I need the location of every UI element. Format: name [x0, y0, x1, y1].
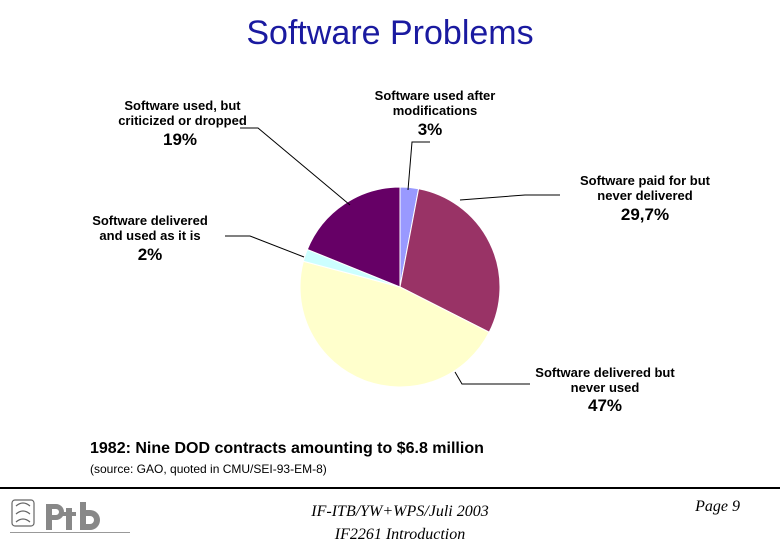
- pct-never-used: 47%: [587, 396, 623, 415]
- slice-never-used: [299, 260, 490, 388]
- label-after-mod-line1: Software used after: [374, 88, 496, 103]
- page-title: Software Problems: [246, 14, 534, 52]
- caption-year: 1982:: [90, 440, 131, 457]
- leader-as-is: [225, 235, 305, 258]
- label-paid-line1: Software paid for but: [580, 173, 710, 188]
- label-as-is-line1: Software delivered: [92, 213, 208, 228]
- label-never-used: Software delivered but never used: [520, 365, 690, 395]
- slice-criticized: [306, 186, 401, 288]
- pct-as-is: 2%: [137, 245, 163, 264]
- caption-source: (source: GAO, quoted in CMU/SEI-93-EM-8): [90, 462, 327, 476]
- slice-paid-not-delivered: [399, 188, 501, 333]
- footer-line2: IF2261 Introduction: [334, 526, 466, 543]
- label-after-mod-line2: modifications: [392, 103, 478, 118]
- label-criticized: Software used, but criticized or dropped: [100, 98, 265, 128]
- label-never-used-line1: Software delivered but: [535, 365, 675, 380]
- leader-criticized: [240, 127, 351, 206]
- footer-line1: IF-ITB/YW+WPS/Juli 2003: [311, 503, 489, 520]
- page-number: Page 9: [695, 498, 740, 515]
- caption: 1982: Nine DOD contracts amounting to $6…: [90, 440, 484, 458]
- pie-chart: [225, 127, 560, 388]
- leader-never-used: [454, 371, 530, 385]
- caption-text: Nine DOD contracts amounting to $6.8 mil…: [135, 440, 484, 457]
- label-after-modifications: Software used after modifications: [355, 88, 515, 118]
- label-as-is: Software delivered and used as it is: [80, 213, 220, 243]
- leader-paid-not-delivered: [459, 194, 560, 201]
- label-paid-not-delivered: Software paid for but never delivered: [565, 173, 725, 203]
- pct-criticized: 19%: [162, 130, 198, 149]
- leader-after-modifications: [407, 141, 430, 191]
- itb-logo-icon: [10, 499, 130, 533]
- footer-course-info: IF-ITB/YW+WPS/Juli 2003 IF2261 Introduct…: [300, 500, 500, 546]
- label-criticized-line2: criticized or dropped: [118, 113, 247, 128]
- label-never-used-line2: never used: [570, 380, 640, 395]
- label-as-is-line2: and used as it is: [99, 228, 201, 243]
- label-criticized-line1: Software used, but: [124, 98, 241, 113]
- label-paid-line2: never delivered: [597, 188, 693, 203]
- pct-paid-not-delivered: 29,7%: [620, 205, 670, 224]
- pct-after-modifications: 3%: [417, 120, 443, 139]
- footer-divider: [0, 487, 780, 489]
